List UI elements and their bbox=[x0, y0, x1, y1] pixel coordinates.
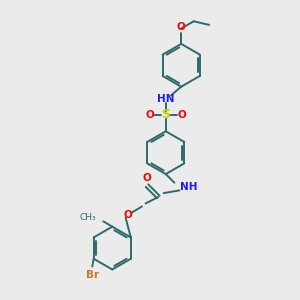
Text: HN: HN bbox=[157, 94, 175, 104]
Text: NH: NH bbox=[180, 182, 198, 192]
Text: CH₃: CH₃ bbox=[80, 213, 97, 222]
Text: O: O bbox=[177, 110, 186, 120]
Text: O: O bbox=[142, 173, 151, 183]
Text: Br: Br bbox=[86, 270, 99, 280]
Text: O: O bbox=[177, 22, 186, 32]
Text: O: O bbox=[145, 110, 154, 120]
Text: O: O bbox=[123, 210, 132, 220]
Text: S: S bbox=[161, 108, 170, 121]
